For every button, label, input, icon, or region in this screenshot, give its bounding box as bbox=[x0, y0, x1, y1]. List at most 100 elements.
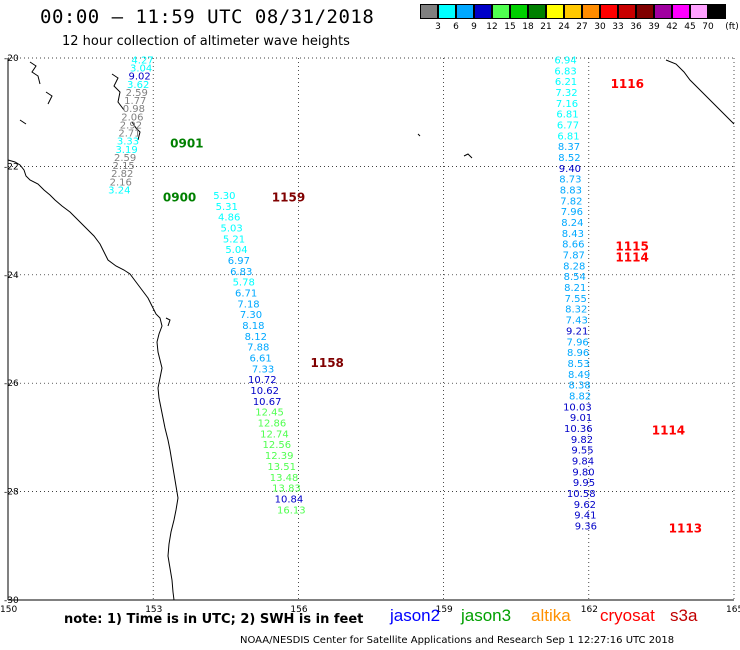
wave-height-reading: 7.16 bbox=[556, 99, 578, 110]
wave-height-reading: 2.82 bbox=[111, 169, 133, 180]
wave-height-reading: 8.43 bbox=[562, 229, 584, 240]
wave-height-reading: 8.38 bbox=[568, 381, 590, 392]
color-scale-label: 36 bbox=[630, 22, 642, 32]
wave-height-reading: 5.31 bbox=[216, 202, 238, 213]
wave-height-reading: 12.45 bbox=[255, 408, 284, 419]
color-scale-swatch bbox=[654, 4, 672, 19]
lat-lon-grid bbox=[7, 57, 735, 601]
color-scale-label: 21 bbox=[540, 22, 552, 32]
wave-height-reading: 13.48 bbox=[270, 473, 299, 484]
wave-height-reading: 12.74 bbox=[260, 429, 289, 440]
wave-height-reading: 8.82 bbox=[569, 391, 591, 402]
wave-height-reading: 6.61 bbox=[250, 354, 272, 365]
wave-height-reading: 4.86 bbox=[218, 213, 240, 224]
satellite-legend-entry: s3a bbox=[670, 606, 698, 625]
island-outline bbox=[417, 133, 421, 137]
wave-height-reading: 9.80 bbox=[572, 467, 594, 478]
wave-height-reading: 5.04 bbox=[225, 245, 247, 256]
credit-line: NOAA/NESDIS Center for Satellite Applica… bbox=[240, 635, 675, 646]
wave-height-reading: 8.54 bbox=[564, 272, 586, 283]
wave-height-reading: 9.02 bbox=[129, 72, 151, 83]
wave-height-reading: 8.21 bbox=[564, 283, 586, 294]
wave-height-reading: 8.24 bbox=[561, 218, 583, 229]
wave-height-reading: 9.95 bbox=[573, 478, 595, 489]
color-scale-swatch bbox=[690, 4, 708, 19]
latitude-label: -30 bbox=[4, 596, 19, 606]
pass-time-label: 1115 bbox=[615, 239, 648, 253]
pass-time-label: 1114 bbox=[652, 424, 685, 438]
longitude-label: 162 bbox=[581, 605, 598, 615]
wave-height-reading: 6.21 bbox=[555, 77, 577, 88]
color-scale-swatch bbox=[528, 4, 546, 19]
wave-height-reading: 10.36 bbox=[564, 424, 593, 435]
wave-height-reading: 5.78 bbox=[233, 278, 255, 289]
satellite-legend-entry: altika bbox=[531, 606, 571, 625]
color-scale-label: 39 bbox=[648, 22, 660, 32]
color-scale-label: 30 bbox=[594, 22, 606, 32]
wave-height-reading: 16.13 bbox=[277, 505, 306, 516]
wave-height-reading: 6.97 bbox=[228, 256, 250, 267]
wave-height-reading: 10.67 bbox=[253, 397, 282, 408]
wave-height-reading: 5.30 bbox=[213, 191, 235, 202]
wave-height-reading: 9.40 bbox=[559, 164, 581, 175]
wave-height-reading: 12.56 bbox=[262, 440, 291, 451]
longitude-label: 165 bbox=[726, 605, 740, 615]
wave-height-reading: 12.39 bbox=[265, 451, 294, 462]
color-scale-swatch bbox=[708, 4, 726, 19]
wave-height-reading: 9.36 bbox=[575, 522, 597, 533]
reef-fragment bbox=[19, 119, 27, 125]
latitude-label: -22 bbox=[4, 162, 19, 172]
wave-height-reading: 7.82 bbox=[560, 196, 582, 207]
wave-height-reading: 2.92 bbox=[120, 120, 142, 131]
footer-note: note: 1) Time is in UTC; 2) SWH is in fe… bbox=[64, 612, 364, 627]
wave-height-reading: 9.55 bbox=[571, 446, 593, 457]
color-scale-swatch bbox=[618, 4, 636, 19]
color-scale-label: 45 bbox=[684, 22, 696, 32]
wave-height-reading: 13.83 bbox=[272, 484, 301, 495]
wave-height-reading: 10.72 bbox=[248, 375, 277, 386]
color-scale-swatch bbox=[474, 4, 492, 19]
wave-height-reading: 2.59 bbox=[114, 153, 136, 164]
wave-height-reading: 7.30 bbox=[240, 310, 262, 321]
color-scale-swatch bbox=[600, 4, 618, 19]
wave-height-reading: 8.32 bbox=[565, 305, 587, 316]
longitude-label: 150 bbox=[0, 605, 17, 615]
latitude-label: -26 bbox=[4, 379, 19, 389]
wave-height-reading: 3.62 bbox=[127, 80, 149, 91]
satellite-legend-entry: jason3 bbox=[461, 606, 512, 625]
color-scale-swatch bbox=[672, 4, 690, 19]
pass-time-label: 1113 bbox=[669, 521, 702, 535]
wave-height-reading: 10.58 bbox=[567, 489, 596, 500]
wave-height-reading: 3.24 bbox=[108, 186, 130, 197]
wave-height-reading: 2.15 bbox=[113, 161, 135, 172]
color-scale-label: 6 bbox=[453, 22, 459, 32]
wave-height-reading: 3.04 bbox=[130, 64, 152, 75]
wave-height-reading: 7.18 bbox=[237, 299, 259, 310]
wave-height-reading: 3.33 bbox=[117, 137, 139, 148]
wave-height-reading: 6.94 bbox=[554, 55, 576, 66]
color-scale-swatch bbox=[510, 4, 528, 19]
wave-height-reading: 10.84 bbox=[275, 494, 304, 505]
wave-height-reading: 7.33 bbox=[252, 364, 274, 375]
longitude-label: 156 bbox=[290, 605, 307, 615]
color-scale-swatch bbox=[492, 4, 510, 19]
wave-height-reading: 8.52 bbox=[558, 153, 580, 164]
satellite-legend-entry: cryosat bbox=[600, 606, 655, 625]
wave-height-reading: 6.83 bbox=[554, 66, 576, 77]
pass-time-label: 1114 bbox=[615, 250, 648, 264]
color-scale-swatch bbox=[546, 4, 564, 19]
wave-height-reading: 6.71 bbox=[235, 288, 257, 299]
wave-height-reading: 1.77 bbox=[124, 96, 146, 107]
pass-time-label: 1159 bbox=[272, 191, 305, 205]
wave-height-reading: 7.32 bbox=[555, 88, 577, 99]
wave-height-reading: 8.49 bbox=[568, 370, 590, 381]
wave-height-reading: 7.87 bbox=[563, 251, 585, 262]
wave-height-reading: 5.03 bbox=[220, 223, 242, 234]
altimeter-tracks: 4.273.049.023.622.591.770.982.062.922.71… bbox=[108, 55, 702, 535]
wave-height-reading: 2.59 bbox=[126, 88, 148, 99]
wave-height-reading: 7.43 bbox=[566, 316, 588, 327]
wave-height-reading: 9.82 bbox=[571, 435, 593, 446]
longitude-label: 153 bbox=[145, 605, 162, 615]
wave-height-reading: 8.83 bbox=[560, 186, 582, 197]
